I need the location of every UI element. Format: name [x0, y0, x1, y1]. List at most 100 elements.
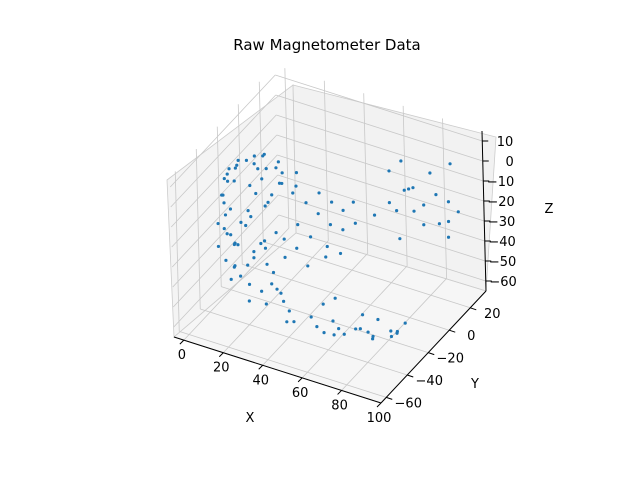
data-point	[266, 200, 270, 204]
data-point	[372, 213, 377, 217]
data-point	[316, 212, 320, 216]
data-point	[279, 291, 283, 295]
data-point	[276, 160, 280, 164]
y-tick-mark	[470, 307, 477, 311]
x-tick-mark	[337, 390, 342, 395]
grid-line-y	[195, 148, 201, 310]
grid-line-z	[277, 154, 485, 222]
data-point	[337, 327, 341, 331]
x-tick-mark	[258, 364, 264, 370]
data-point	[260, 177, 264, 181]
data-point	[315, 325, 319, 329]
tick-labels: 020406080100−60−40−20020−60−50−40−30−20−…	[178, 135, 517, 426]
data-point	[252, 256, 256, 260]
grid-line-z	[275, 74, 483, 142]
data-point	[322, 331, 326, 335]
grid-line-z	[171, 134, 278, 248]
grid-line-x	[323, 80, 329, 241]
data-point	[371, 337, 375, 341]
y-tick-label: −60	[395, 396, 422, 411]
data-point	[248, 183, 252, 188]
data-point	[366, 330, 370, 334]
data-point	[244, 223, 248, 228]
data-point	[274, 231, 278, 235]
data-point	[263, 204, 267, 208]
data-point	[333, 296, 337, 300]
z-tick-label: −60	[489, 275, 516, 290]
axis-lines	[173, 130, 492, 408]
grid-line-y	[263, 241, 471, 309]
data-point	[233, 264, 237, 268]
data-point	[306, 264, 310, 268]
z-tick-label: −10	[487, 175, 514, 190]
data-point	[434, 193, 438, 197]
data-point	[338, 251, 343, 256]
data-point	[328, 222, 333, 227]
data-point	[325, 244, 329, 249]
data-point	[412, 209, 416, 213]
data-point	[246, 263, 250, 267]
data-point	[280, 171, 284, 175]
data-point	[399, 159, 403, 163]
data-point	[244, 158, 249, 162]
x-tick-label: 60	[292, 386, 309, 401]
y-axis-line	[380, 290, 487, 404]
data-point	[260, 289, 264, 293]
data-point	[239, 220, 243, 224]
x-tick-label: 0	[178, 348, 186, 363]
data-point	[252, 250, 256, 254]
data-point	[222, 226, 226, 231]
x-axis-label: X	[246, 411, 255, 426]
data-point	[262, 239, 267, 243]
y-axis-label: Y	[470, 377, 479, 392]
grid-line-z	[173, 214, 280, 328]
data-point	[277, 181, 282, 185]
data-point	[236, 243, 240, 247]
data-point	[222, 176, 226, 181]
chart-title: Raw Magnetometer Data	[233, 36, 420, 54]
data-point	[285, 320, 289, 324]
data-point	[227, 167, 231, 171]
data-point	[407, 187, 411, 191]
data-point	[274, 166, 278, 170]
data-point	[395, 331, 399, 335]
data-point	[446, 219, 451, 224]
data-point	[254, 191, 258, 196]
y-tick-label: −40	[416, 374, 443, 389]
z-tick-label: −50	[489, 255, 516, 270]
grid-line-x	[363, 93, 369, 254]
x-tick-label: 40	[252, 373, 269, 388]
grid-line-x	[222, 240, 329, 353]
z-tick-label: −20	[487, 195, 514, 210]
data-point	[239, 274, 243, 278]
z-axis-label: Z	[545, 202, 554, 217]
grid-line-z	[276, 134, 484, 202]
grid-line-z	[171, 154, 278, 268]
data-point	[428, 171, 432, 175]
grid-line-z	[276, 114, 484, 182]
data-point	[376, 317, 380, 322]
data-point	[456, 210, 460, 214]
data-point	[275, 287, 279, 291]
data-point	[446, 235, 451, 239]
data-point	[324, 255, 328, 259]
grid-line-z	[170, 94, 277, 208]
grid-line-z	[169, 74, 276, 188]
data-point	[270, 193, 274, 197]
data-point	[261, 154, 265, 158]
data-point	[389, 329, 393, 333]
z-tick-label: 10	[497, 135, 514, 150]
data-point	[229, 233, 233, 237]
x-tick-label: 80	[331, 398, 348, 413]
data-point	[403, 321, 407, 325]
data-point	[351, 200, 355, 204]
y-tick-mark	[428, 352, 435, 356]
grid-line-y	[216, 126, 222, 287]
grid-line-x	[442, 118, 447, 279]
grid-line-z	[172, 194, 279, 308]
data-point	[402, 188, 406, 192]
data-point	[411, 186, 415, 190]
data-point	[294, 184, 298, 188]
data-point	[236, 158, 240, 162]
